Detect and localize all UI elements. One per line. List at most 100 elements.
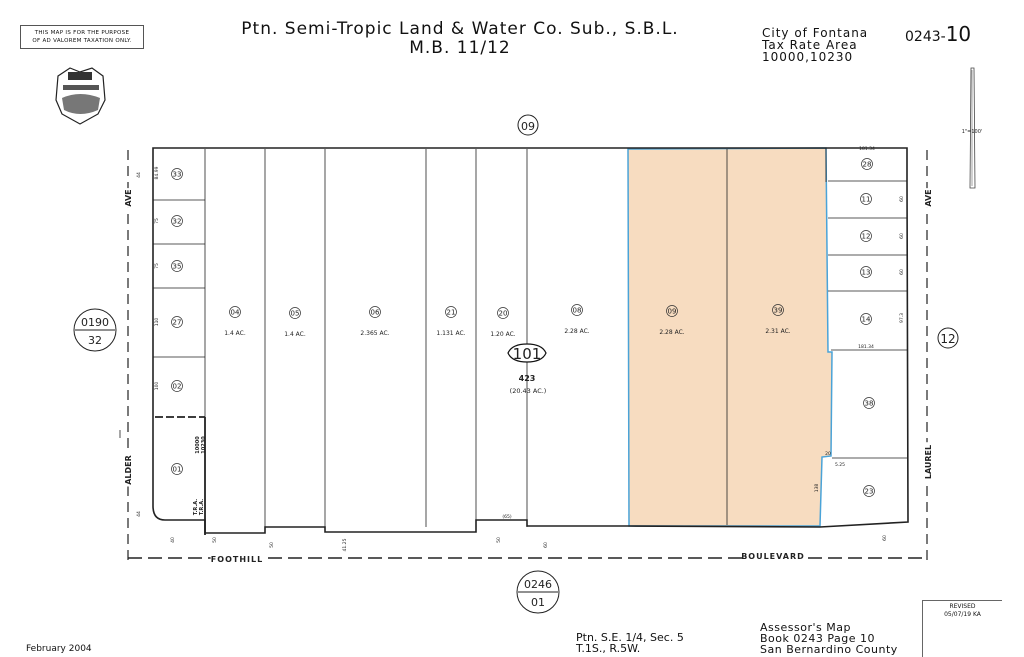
tax-rate-values: 10000,10230 [762, 50, 854, 64]
parcel-number-circle [571, 304, 583, 316]
parcel-number-05: 05 [291, 310, 300, 318]
street-name-ave-west: AVE [124, 189, 133, 206]
map-page: 10 [945, 22, 972, 46]
dimension-label: 75 [154, 263, 160, 269]
parcel-number-13: 13 [862, 269, 871, 277]
map-number: 0243-10 [905, 22, 971, 46]
parcel-number-33: 33 [173, 171, 182, 179]
street-name-alder: ALDER [124, 455, 133, 485]
parcel-acreage-20: 1.20 AC. [490, 331, 515, 338]
dimension-label: 44 [136, 511, 142, 517]
parcel-acreage-06: 2.365 AC. [360, 330, 389, 337]
parcel-number-21: 21 [447, 309, 456, 317]
dimension-label: 50 [496, 537, 502, 543]
parcel-number-27: 27 [173, 319, 182, 327]
parcel-number-circle [289, 307, 301, 319]
dimension-label: 44 [136, 172, 142, 178]
section-info: Ptn. S.E. 1/4, Sec. 5 T.1S., R.5W. [576, 632, 684, 654]
dimension-label: 50 [212, 537, 218, 543]
dimension-label: 75 [154, 218, 160, 224]
parcel-number-01: 01 [173, 466, 182, 474]
parcel-number-39: 39 [774, 307, 783, 315]
dimension-label: 110 [154, 318, 160, 327]
parcel-number-circle [861, 158, 873, 170]
parcel-number-04: 04 [231, 309, 240, 317]
assessor-info: Assessor's Map Book 0243 Page 10 San Berna… [760, 622, 898, 655]
street-name-laurel-bg [924, 442, 932, 482]
dimension-label: 97.3 [899, 313, 905, 323]
parcel-number-06: 06 [371, 309, 380, 317]
parcel-acreage-21: 1.131 AC. [436, 330, 465, 337]
disclaimer-line-2: OF AD VALOREM TAXATION ONLY. [32, 38, 132, 44]
adjacent-page-south-bottom: 01 [531, 596, 545, 609]
parcel-number-circle [445, 306, 457, 318]
parcel-number-circle [171, 168, 183, 180]
assessor-line-3: San Bernardino County [760, 643, 898, 656]
disclaimer-line-1: THIS MAP IS FOR THE PURPOSE [34, 30, 130, 36]
tax-rate-label: Tax Rate Area [762, 38, 858, 52]
revised-box: REVISED 05/07/19 KA [922, 600, 1002, 657]
dimension-label: 20 [825, 451, 831, 457]
street-name-alder-bg [124, 453, 132, 487]
dimension-label: 60 [899, 269, 905, 275]
street-name-laurel: LAUREL [924, 445, 933, 479]
revised-date: 05/07/19 KA [944, 611, 981, 618]
title-line-2: M.B. 11/12 [409, 38, 511, 58]
tra-label: T.R.A. [199, 499, 205, 515]
city-info: City of Fontana Tax Rate Area 10000,10230 [762, 27, 868, 63]
parcel-number-circle [229, 306, 241, 318]
parcel-number-circle [863, 397, 875, 409]
street-name-foothill-bg [210, 554, 264, 563]
adjacent-page-south-top: 0246 [524, 578, 552, 591]
parcel-acreage-39: 2.31 AC. [765, 328, 790, 335]
parcel-number-circle [860, 230, 872, 242]
title-line-1: Ptn. Semi-Tropic Land & Water Co. Sub., … [241, 19, 679, 39]
tra-label: 10230 [201, 436, 207, 454]
dimension-label: 181.34 [859, 146, 875, 152]
parcel-number-08: 08 [573, 307, 582, 315]
parcel-number-11: 11 [862, 196, 871, 204]
parcel-number-circle [497, 307, 509, 319]
street-name-boulevard: BOULEVARD [741, 552, 805, 561]
section-line-1: Ptn. S.E. 1/4, Sec. 5 [576, 631, 684, 644]
revised-label: REVISED [949, 603, 976, 610]
parcel-number-circle [171, 380, 183, 392]
street-name-ave-west-bg [124, 188, 132, 208]
parcel-number-35: 35 [173, 263, 182, 271]
parcel-number-circle [171, 215, 183, 227]
dimension-label: 84.99 [154, 166, 160, 179]
city-name: City of Fontana [762, 26, 869, 40]
dimension-label: 181.34 [858, 344, 874, 350]
parcel-number-circle [171, 316, 183, 328]
parcel-number-14: 14 [862, 316, 871, 324]
assessor-line-2: Book 0243 Page 10 [760, 632, 875, 645]
block-number: 101 [513, 345, 542, 363]
scale-label: 1"=100' [962, 129, 983, 135]
street-name-ave-east-bg [924, 188, 932, 208]
dimension-label: 41.25 [342, 538, 348, 551]
map-book: 0243- [905, 29, 946, 45]
adjacent-page-west-top: 0190 [81, 316, 109, 329]
parcel-number-28: 28 [863, 161, 872, 169]
dimension-label: 138 [814, 484, 820, 493]
tra-label: 10000 [195, 436, 201, 454]
map-title: Ptn. Semi-Tropic Land & Water Co. Sub., … [200, 20, 720, 58]
disclaimer-box: THIS MAP IS FOR THE PURPOSE OF AD VALOREM… [20, 25, 144, 49]
parcel-number-23: 23 [865, 488, 874, 496]
parcel-number-circle [369, 306, 381, 318]
section-line-2: T.1S., R.5W. [576, 642, 641, 655]
block-count: 423 [519, 374, 536, 383]
map-date: February 2004 [26, 644, 92, 654]
parcel-number-02: 02 [173, 383, 182, 391]
parcel-number-32: 32 [173, 218, 182, 226]
parcel-number-circle [860, 313, 872, 325]
dimension-label: 60 [882, 535, 888, 541]
dimension-label: 40 [170, 537, 176, 543]
block-number-badge [507, 343, 547, 363]
dimension-label: 50 [269, 542, 275, 548]
parcel-acreage-05: 1.4 AC. [284, 331, 306, 338]
parcel-acreage-08: 2.28 AC. [564, 328, 589, 335]
parcel-number-09: 09 [668, 308, 677, 316]
parcel-number-circle [772, 304, 784, 316]
